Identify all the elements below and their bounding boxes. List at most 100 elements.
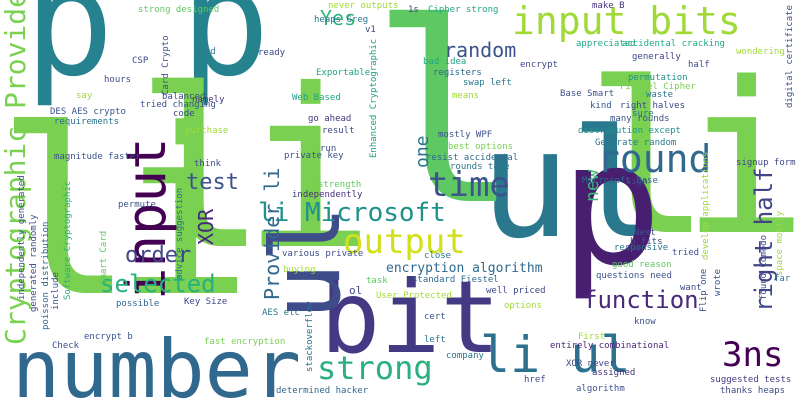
cloud-word: far bbox=[774, 274, 791, 284]
cloud-word: accidental cracking bbox=[622, 39, 725, 49]
cloud-word: left bbox=[424, 335, 446, 345]
cloud-word: permute bbox=[118, 200, 156, 210]
cloud-word: Fiestel Cipher bbox=[620, 82, 696, 92]
cloud-word: encrypt b bbox=[84, 332, 133, 342]
cloud-word: sign bbox=[626, 177, 648, 187]
cloud-word: private key bbox=[284, 151, 344, 161]
cloud-word: entirely combinational bbox=[550, 341, 670, 351]
cloud-word: best options bbox=[448, 142, 514, 152]
cloud-word: Generate random bbox=[595, 138, 677, 148]
cloud-word: sure bbox=[632, 109, 654, 119]
cloud-word: many rounds bbox=[610, 114, 670, 124]
cloud-word: order bbox=[125, 243, 192, 268]
cloud-word: standard Fiestel bbox=[412, 275, 499, 285]
cloud-word: know bbox=[634, 317, 656, 327]
cloud-word: Check bbox=[52, 341, 80, 351]
cloud-word: function bbox=[583, 286, 699, 314]
cloud-word: heaps Greg bbox=[314, 15, 369, 25]
cloud-word: Cipher strong bbox=[428, 5, 499, 15]
cloud-word: buying bbox=[283, 265, 316, 275]
cloud-word: CSP bbox=[132, 56, 149, 66]
cloud-word: p bbox=[560, 106, 663, 304]
cloud-word: develop applications bbox=[701, 151, 711, 260]
cloud-word: tried changing bbox=[140, 100, 216, 110]
cloud-word: include bbox=[51, 272, 61, 310]
cloud-word: possible bbox=[116, 299, 160, 309]
cloud-word: result bbox=[322, 126, 355, 136]
cloud-word: used bbox=[194, 47, 216, 57]
cloud-word: signup form bbox=[736, 158, 796, 168]
cloud-word: good reason bbox=[612, 260, 672, 270]
cloud-word: appreciated bbox=[576, 39, 636, 49]
cloud-word: selected bbox=[100, 270, 216, 298]
cloud-word: Enhanced Cryptographic bbox=[369, 38, 379, 158]
cloud-word: l bbox=[370, 0, 521, 260]
cloud-word: digital certificate bbox=[785, 5, 795, 108]
cloud-word: algorithm bbox=[576, 384, 625, 394]
cloud-word: stackoverflow bbox=[305, 301, 315, 372]
cloud-word: options bbox=[504, 301, 542, 311]
cloud-word: strong designed bbox=[138, 5, 220, 15]
cloud-word: fast encryption bbox=[204, 337, 286, 347]
cloud-word: Yes bbox=[320, 6, 357, 30]
cloud-word: kind bbox=[590, 101, 612, 111]
cloud-word: wrote bbox=[713, 268, 723, 296]
cloud-word: First bbox=[578, 332, 606, 342]
cloud-word: mostly WPF bbox=[438, 130, 493, 140]
cloud-word: li Microsoft bbox=[258, 198, 446, 228]
cloud-word: li bbox=[135, 42, 375, 298]
cloud-word: bit bbox=[320, 259, 501, 376]
cloud-word: Provider li bbox=[260, 167, 284, 300]
cloud-word: 3ns bbox=[722, 335, 784, 375]
cloud-word: li ul bbox=[480, 326, 631, 384]
cloud-word: DES AES crypto bbox=[50, 107, 126, 117]
cloud-word: task bbox=[366, 276, 388, 286]
cloud-word: round bbox=[597, 137, 712, 181]
cloud-word: Smart Card bbox=[99, 230, 109, 285]
cloud-word: well priced bbox=[486, 286, 546, 296]
cloud-word: half bbox=[688, 60, 710, 70]
cloud-word: generated randomly bbox=[29, 214, 39, 312]
cloud-word: right halves bbox=[620, 101, 686, 111]
cloud-word: namely bbox=[192, 95, 225, 105]
cloud-word: Next bbox=[634, 228, 656, 238]
cloud-word: rounds take bbox=[450, 162, 510, 172]
cloud-word: questions need bbox=[596, 271, 672, 281]
cloud-word: v1 bbox=[365, 25, 376, 35]
cloud-word: cert bbox=[424, 312, 446, 322]
cloud-word: Microsoft Base bbox=[582, 176, 658, 186]
cloud-word: code bbox=[173, 109, 195, 119]
cloud-word: means bbox=[452, 91, 480, 101]
cloud-word: swap left bbox=[463, 78, 512, 88]
cloud-word: encrypt bbox=[520, 60, 558, 70]
cloud-word: test bbox=[186, 170, 239, 195]
cloud-word: encryption algorithm bbox=[386, 261, 543, 276]
cloud-word: hours bbox=[104, 75, 132, 85]
cloud-word: permutation bbox=[628, 73, 688, 83]
cloud-word: tried bbox=[672, 248, 700, 258]
cloud-word: XOR bbox=[194, 208, 218, 245]
cloud-word: suggested tests bbox=[710, 375, 792, 385]
cloud-word: balanced bbox=[162, 92, 206, 102]
cloud-word: registers bbox=[433, 68, 482, 78]
cloud-word: output bbox=[343, 222, 466, 262]
cloud-word: p bbox=[180, 0, 271, 110]
cloud-word: Exportable bbox=[316, 68, 371, 78]
cloud-word: purchase bbox=[185, 126, 229, 136]
cloud-word: Key Size bbox=[184, 297, 228, 307]
cloud-word: advice suggestion bbox=[175, 187, 185, 280]
cloud-word: resist accidental bbox=[426, 153, 519, 163]
cloud-word: time bbox=[428, 165, 510, 205]
cloud-word: random bbox=[444, 38, 517, 62]
cloud-word: bad idea bbox=[423, 57, 467, 67]
cloud-word: p bbox=[24, 0, 115, 110]
cloud-word: href bbox=[524, 375, 546, 385]
cloud-word: found Comodo bbox=[759, 234, 769, 300]
cloud-word: strength bbox=[318, 180, 362, 190]
cloud-word: generally bbox=[632, 52, 681, 62]
cloud-word: thanks heaps bbox=[720, 386, 786, 396]
cloud-word: independently generated bbox=[17, 175, 27, 300]
cloud-word: Web Based bbox=[292, 93, 341, 103]
cloud-word: close bbox=[424, 251, 452, 261]
